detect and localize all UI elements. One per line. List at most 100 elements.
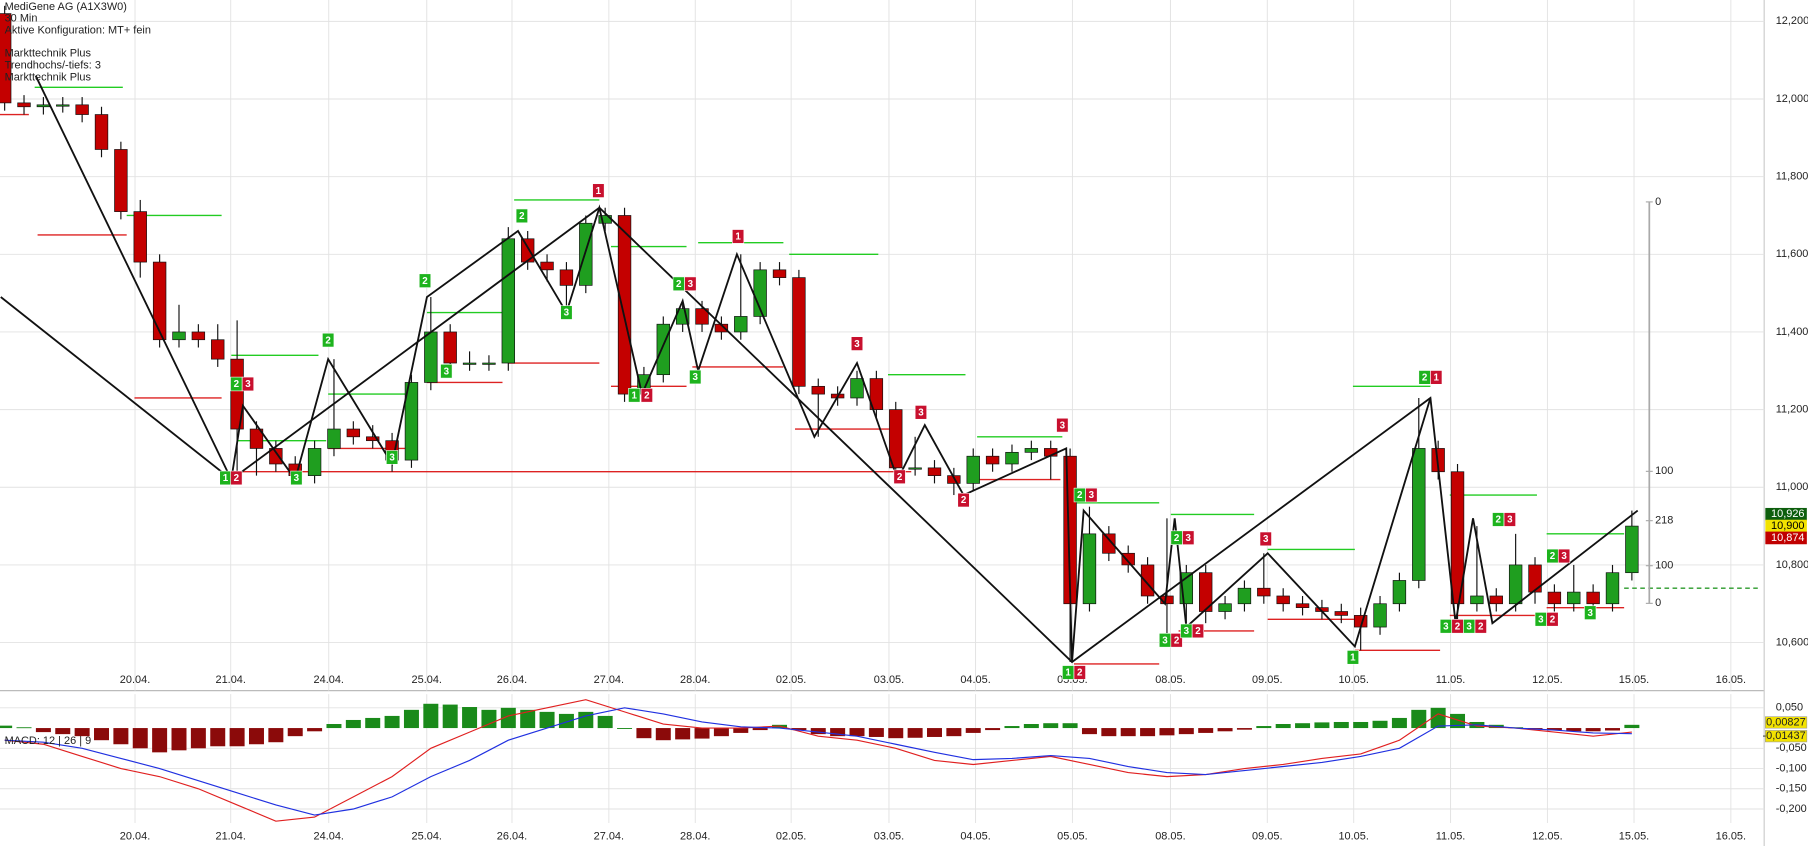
pivot-label: 3	[688, 279, 694, 290]
candle-body	[559, 269, 574, 286]
pivot-box	[440, 363, 453, 379]
candle-body	[36, 104, 51, 108]
x-tick-label: 27.04.	[594, 674, 624, 686]
histogram-bar	[1605, 728, 1620, 731]
candle-body	[520, 238, 535, 263]
histogram-bar	[1295, 723, 1311, 729]
x-tick-label: 03.05.	[874, 674, 904, 686]
candle-body	[249, 428, 264, 449]
pivot-label: 1	[632, 390, 638, 401]
histogram-bar	[365, 717, 381, 729]
histogram-bar	[326, 724, 342, 729]
histogram-bar	[907, 728, 923, 738]
histogram-bar	[1372, 720, 1388, 729]
candle-body	[1276, 595, 1290, 605]
pivot-label: 2	[1455, 621, 1461, 632]
pivot-box	[230, 470, 243, 486]
info-line: Trendhochs/-tiefs: 3	[5, 60, 101, 72]
histogram-bar	[1411, 709, 1427, 729]
macd-line	[4, 707, 1632, 816]
y-tick-label: 0,050	[1776, 702, 1803, 714]
histogram-bar	[384, 715, 400, 729]
pivot-label: 3	[245, 379, 251, 390]
histogram-bar	[345, 719, 361, 729]
histogram-bar	[694, 728, 710, 739]
pivot-box	[322, 332, 335, 348]
x-tick-label: 04.05.	[960, 674, 990, 686]
candle-body	[230, 358, 244, 430]
pivot-box	[290, 470, 303, 486]
x-tick-label: 10.05.	[1338, 831, 1368, 843]
candle-body	[1237, 587, 1252, 605]
pivot-label: 2	[1077, 490, 1083, 501]
x-tick-label: 27.04.	[594, 831, 624, 843]
pivot-box	[1073, 665, 1086, 680]
pivot-label: 2	[234, 379, 240, 390]
pivot-box	[893, 469, 906, 484]
pivot-label: 2	[1174, 635, 1180, 646]
pivot-box	[1085, 487, 1098, 503]
candle-body	[1470, 595, 1484, 605]
candle-body	[1218, 603, 1232, 612]
x-tick-label: 21.04.	[215, 831, 245, 843]
histogram-bar	[248, 728, 264, 745]
candle-body	[56, 104, 70, 107]
candle-body	[1489, 595, 1503, 605]
candle-body	[540, 261, 554, 271]
histogram-bar	[1198, 728, 1214, 733]
pivot-label: 3	[1507, 515, 1513, 526]
candle-body	[1625, 525, 1639, 574]
candle-body	[869, 378, 884, 410]
pivot-label: 2	[325, 335, 331, 346]
pivot-label: 2	[644, 390, 650, 401]
histogram-bar	[985, 728, 1001, 731]
histogram-bar	[733, 728, 749, 733]
candle-body	[734, 316, 748, 333]
x-tick-label: 02.05.	[776, 674, 806, 686]
histogram-bar	[830, 728, 846, 737]
candle-body	[211, 339, 225, 360]
pivot-label: 3	[389, 453, 395, 464]
candle-body	[1121, 552, 1135, 566]
histogram-bar	[1314, 722, 1330, 729]
pivot-box	[1584, 605, 1597, 620]
pivot-label: 3	[854, 339, 860, 350]
histogram-bar	[74, 728, 90, 737]
candle-body	[811, 385, 825, 395]
pivot-label: 3	[1060, 420, 1066, 431]
histogram-bar	[268, 728, 284, 743]
value-box-label: 0,00827	[1766, 716, 1806, 728]
histogram-bar	[287, 728, 303, 737]
histogram-bar	[655, 728, 671, 741]
histogram-bar	[791, 728, 807, 731]
candle-body	[172, 331, 186, 341]
pivot-box	[1558, 548, 1571, 564]
candle-body	[346, 428, 361, 438]
pivot-box	[628, 388, 641, 403]
candle-body	[908, 467, 922, 470]
y-tick-label: 11,800	[1776, 171, 1808, 183]
candle-body	[404, 382, 419, 461]
candle-body	[1605, 572, 1620, 605]
candle-body	[1392, 580, 1407, 605]
histogram-bar	[1566, 728, 1582, 732]
histogram-bar	[1062, 723, 1078, 729]
x-tick-label: 08.05.	[1155, 831, 1185, 843]
pivot-label: 2	[1495, 515, 1501, 526]
pivot-label: 3	[1184, 626, 1190, 637]
candle-body	[114, 149, 128, 212]
histogram-bar	[1101, 728, 1117, 737]
pivot-label: 2	[1422, 373, 1428, 384]
pivot-label: 2	[897, 472, 903, 483]
x-tick-label: 05.05.	[1057, 831, 1087, 843]
histogram-bar	[752, 728, 768, 731]
pivot-label: 3	[1263, 534, 1269, 545]
pivot-label: 2	[1550, 551, 1556, 562]
candle-body	[1199, 572, 1213, 612]
candle-body	[1586, 591, 1600, 605]
x-tick-label: 09.05.	[1252, 831, 1282, 843]
histogram-bar	[1023, 724, 1039, 729]
histogram-bar	[1236, 728, 1252, 730]
candle-body	[191, 331, 206, 341]
y-tick-label: 11,000	[1776, 481, 1808, 493]
